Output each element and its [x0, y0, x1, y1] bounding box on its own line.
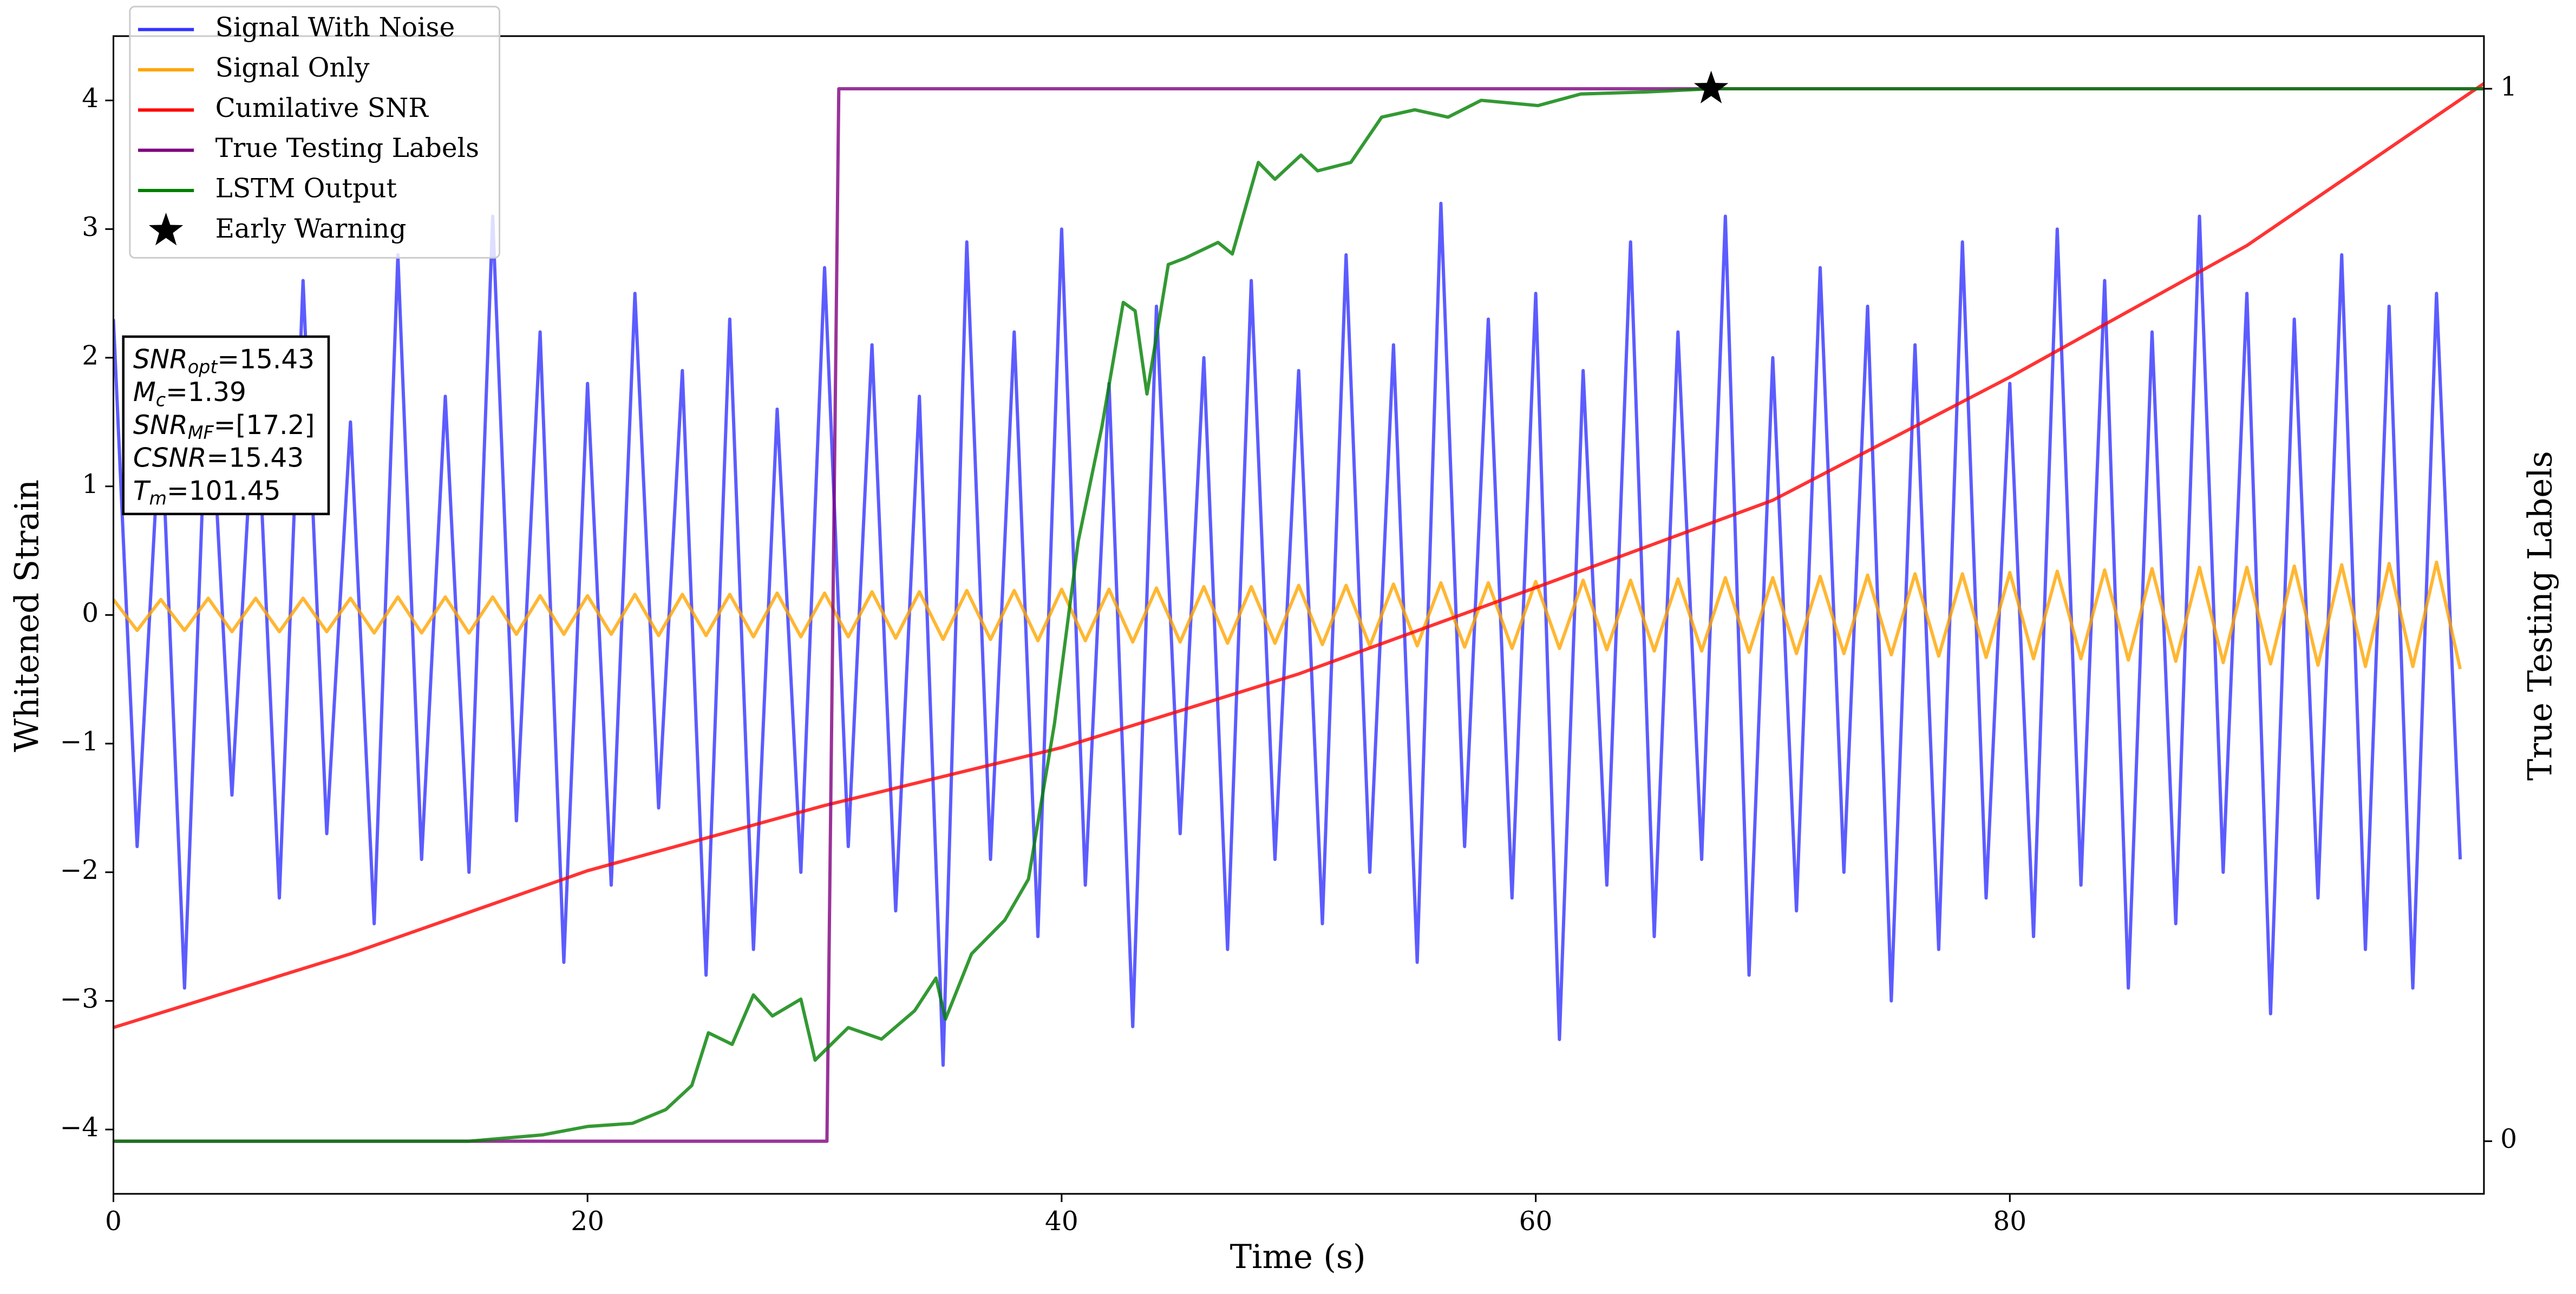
x-axis-label: Time (s) [1230, 1238, 1366, 1276]
legend: Signal With Noise Signal Only Cumilative S… [129, 5, 501, 259]
annotation-subscript: MF [188, 422, 214, 443]
y-tick-label: 3 [82, 212, 99, 242]
y2-tick-label: 0 [2500, 1124, 2517, 1154]
annotation-value: =15.43 [217, 345, 315, 375]
annotation-line: SNRMF=[17.2] [133, 410, 315, 443]
y-axis-label: Whitened Strain [8, 479, 46, 752]
annotation-subscript: opt [188, 356, 219, 377]
legend-label: Cumilative SNR [215, 93, 429, 123]
annotation-value: =[17.2] [214, 410, 315, 441]
y2-axis-label: True Testing Labels [2522, 451, 2560, 780]
y-tick-label: −2 [60, 855, 99, 885]
annotation-line: Tm=101.45 [133, 476, 281, 509]
legend-label: Early Warning [215, 214, 407, 244]
annotation: SNRopt=15.43Mc=1.39SNRMF=[17.2]CSNR=15.4… [122, 335, 330, 516]
y-tick-label: 0 [82, 598, 99, 628]
plot-area [113, 82, 2484, 1143]
annotation-symbol: T [133, 476, 151, 506]
annotation-value: =101.45 [167, 476, 280, 506]
series-line [113, 87, 2484, 1143]
y-tick-label: −4 [60, 1113, 99, 1143]
y-tick-label: 4 [82, 83, 99, 114]
y-tick-label: −3 [60, 984, 99, 1014]
annotation-line: Mc=1.39 [133, 377, 246, 410]
plot-frame [112, 35, 2485, 1195]
annotation-subscript: c [156, 389, 166, 410]
annotation-symbol: SNR [133, 410, 188, 441]
legend-label: Signal With Noise [215, 12, 455, 43]
annotation-symbol: M [133, 377, 156, 408]
x-tick-label: 0 [105, 1206, 122, 1237]
legend-swatch [148, 212, 184, 246]
y2-tick-label: 1 [2500, 71, 2517, 102]
annotation-value: =1.39 [166, 377, 246, 408]
annotation-line: CSNR=15.43 [133, 443, 304, 474]
annotation-symbol: CSNR [133, 443, 207, 474]
early-warning-marker [1694, 70, 1729, 103]
y-tick-label: 1 [82, 469, 99, 500]
legend-label: Signal Only [215, 52, 370, 83]
x-tick-label: 60 [1519, 1206, 1553, 1237]
x-tick-label: 80 [1993, 1206, 2026, 1237]
annotation-value: =15.43 [207, 443, 304, 474]
x-tick-label: 20 [571, 1206, 604, 1237]
annotation-line: SNRopt=15.43 [133, 345, 315, 378]
legend-label: True Testing Labels [215, 133, 479, 163]
annotation-box [122, 335, 330, 516]
annotation-subscript: m [149, 488, 167, 509]
y-tick-label: 2 [82, 340, 99, 371]
series-line [113, 560, 2462, 669]
y-tick-label: −1 [60, 727, 99, 757]
annotation-symbol: SNR [133, 345, 188, 375]
series-line [113, 82, 2484, 1029]
x-tick-label: 40 [1045, 1206, 1078, 1237]
legend-label: LSTM Output [215, 173, 397, 203]
legend-box [129, 5, 501, 259]
